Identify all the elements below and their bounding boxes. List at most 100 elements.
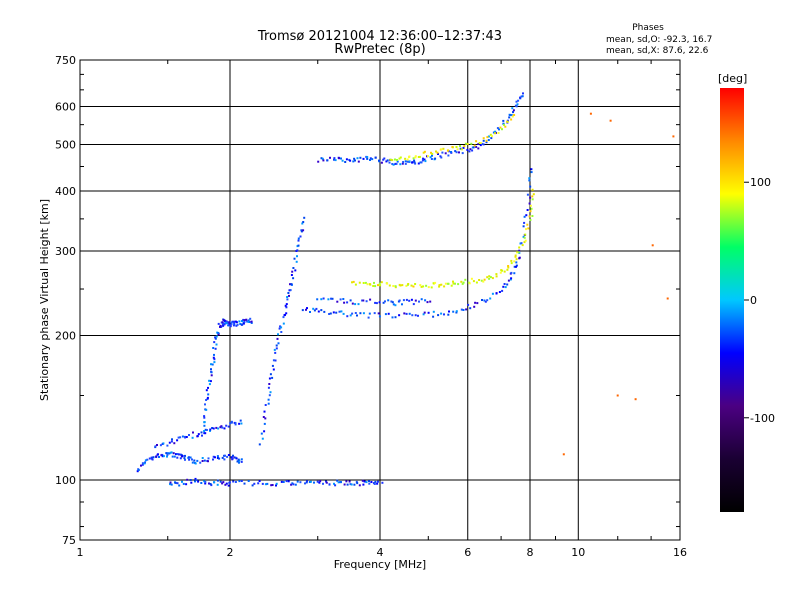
data-point-X bbox=[369, 283, 372, 286]
data-point-O bbox=[176, 456, 179, 459]
data-point-O bbox=[380, 161, 383, 164]
data-point-O bbox=[291, 482, 294, 485]
data-point-O bbox=[402, 299, 405, 302]
data-point-scatter bbox=[651, 244, 654, 247]
data-point-X bbox=[450, 284, 453, 287]
y-tick-label: 200 bbox=[55, 330, 76, 343]
data-point-O bbox=[454, 150, 457, 153]
data-point-X bbox=[488, 277, 491, 280]
data-point-O bbox=[191, 461, 194, 464]
data-point-O bbox=[295, 260, 298, 263]
data-point-O bbox=[404, 162, 407, 165]
data-point-O bbox=[293, 257, 296, 260]
data-point-O bbox=[341, 159, 344, 162]
data-point-O bbox=[161, 455, 164, 458]
data-point-O bbox=[329, 312, 332, 315]
data-point-O bbox=[405, 312, 408, 315]
data-point-O bbox=[292, 277, 295, 280]
data-point-O bbox=[432, 310, 435, 313]
data-point-O bbox=[469, 148, 472, 151]
data-point-X bbox=[372, 285, 375, 287]
data-point-O bbox=[221, 321, 224, 324]
chart-subtitle: RwPretec (8p) bbox=[334, 42, 425, 57]
data-point-O bbox=[157, 453, 159, 456]
data-point-O bbox=[420, 161, 423, 164]
data-point-O bbox=[342, 312, 345, 315]
data-point-X bbox=[514, 255, 517, 258]
data-point-O bbox=[317, 310, 320, 313]
data-point-O bbox=[286, 298, 289, 301]
data-point-O bbox=[221, 482, 224, 485]
data-point-O bbox=[510, 271, 513, 274]
data-point-O bbox=[504, 286, 507, 289]
y-tick-label: 100 bbox=[55, 474, 76, 487]
data-point-X bbox=[438, 284, 441, 287]
data-point-O bbox=[312, 307, 315, 310]
data-point-O bbox=[210, 363, 212, 366]
data-point-X bbox=[396, 159, 398, 161]
data-point-O bbox=[443, 313, 445, 316]
data-point-O bbox=[285, 303, 288, 306]
data-point-O bbox=[447, 313, 450, 316]
data-point-O bbox=[211, 363, 214, 366]
data-point-O bbox=[203, 459, 206, 462]
data-point-O bbox=[403, 312, 406, 315]
data-point-X bbox=[431, 152, 434, 155]
data-point-O bbox=[280, 326, 283, 329]
data-point-O bbox=[502, 122, 505, 125]
data-point-O bbox=[356, 482, 359, 485]
data-point-O bbox=[351, 302, 354, 305]
data-point-X bbox=[499, 126, 502, 129]
data-point-X bbox=[470, 277, 473, 280]
data-point-O bbox=[373, 312, 376, 315]
data-point-O bbox=[502, 119, 505, 122]
data-point-O bbox=[277, 333, 279, 336]
data-point-O bbox=[368, 312, 371, 315]
data-point-X bbox=[394, 285, 397, 288]
data-point-O bbox=[294, 483, 297, 486]
data-point-X bbox=[513, 114, 516, 116]
data-point-O bbox=[316, 298, 319, 301]
data-point-O bbox=[368, 482, 371, 485]
data-point-O bbox=[240, 458, 243, 461]
data-point-O bbox=[212, 347, 215, 349]
data-point-O bbox=[171, 438, 173, 441]
data-point-O bbox=[363, 480, 366, 483]
data-point-O bbox=[229, 325, 232, 328]
data-point-O bbox=[382, 158, 385, 161]
data-point-O bbox=[410, 298, 413, 301]
data-point-O bbox=[166, 453, 169, 456]
data-point-O bbox=[238, 480, 241, 483]
x-tick-label: 2 bbox=[227, 546, 234, 559]
data-point-O bbox=[484, 300, 487, 303]
data-point-O bbox=[358, 484, 361, 487]
data-point-X bbox=[530, 207, 533, 210]
data-point-O bbox=[418, 300, 420, 303]
data-point-O bbox=[274, 359, 277, 362]
data-point-O bbox=[225, 424, 228, 427]
data-point-O bbox=[296, 480, 299, 483]
data-point-O bbox=[253, 482, 256, 485]
data-point-X bbox=[466, 143, 469, 145]
data-point-O bbox=[224, 321, 227, 324]
data-point-O bbox=[288, 294, 290, 297]
data-point-X bbox=[532, 193, 535, 196]
data-point-O bbox=[424, 160, 427, 163]
data-point-O bbox=[161, 454, 164, 456]
data-point-O bbox=[260, 432, 263, 435]
data-point-X bbox=[459, 145, 461, 147]
data-point-O bbox=[330, 297, 332, 300]
data-point-O bbox=[300, 230, 303, 233]
data-point-O bbox=[356, 314, 358, 317]
data-point-O bbox=[238, 422, 241, 425]
data-point-O bbox=[313, 309, 316, 312]
data-point-O bbox=[423, 311, 426, 314]
data-point-O bbox=[434, 157, 437, 160]
data-point-X bbox=[422, 151, 425, 154]
data-point-O bbox=[168, 441, 171, 444]
data-point-O bbox=[232, 454, 234, 457]
chart-title: Tromsø 20121004 12:36:00–12:37:43 bbox=[257, 29, 502, 44]
data-point-X bbox=[480, 279, 483, 282]
data-point-O bbox=[228, 481, 231, 484]
data-point-O bbox=[354, 303, 357, 306]
